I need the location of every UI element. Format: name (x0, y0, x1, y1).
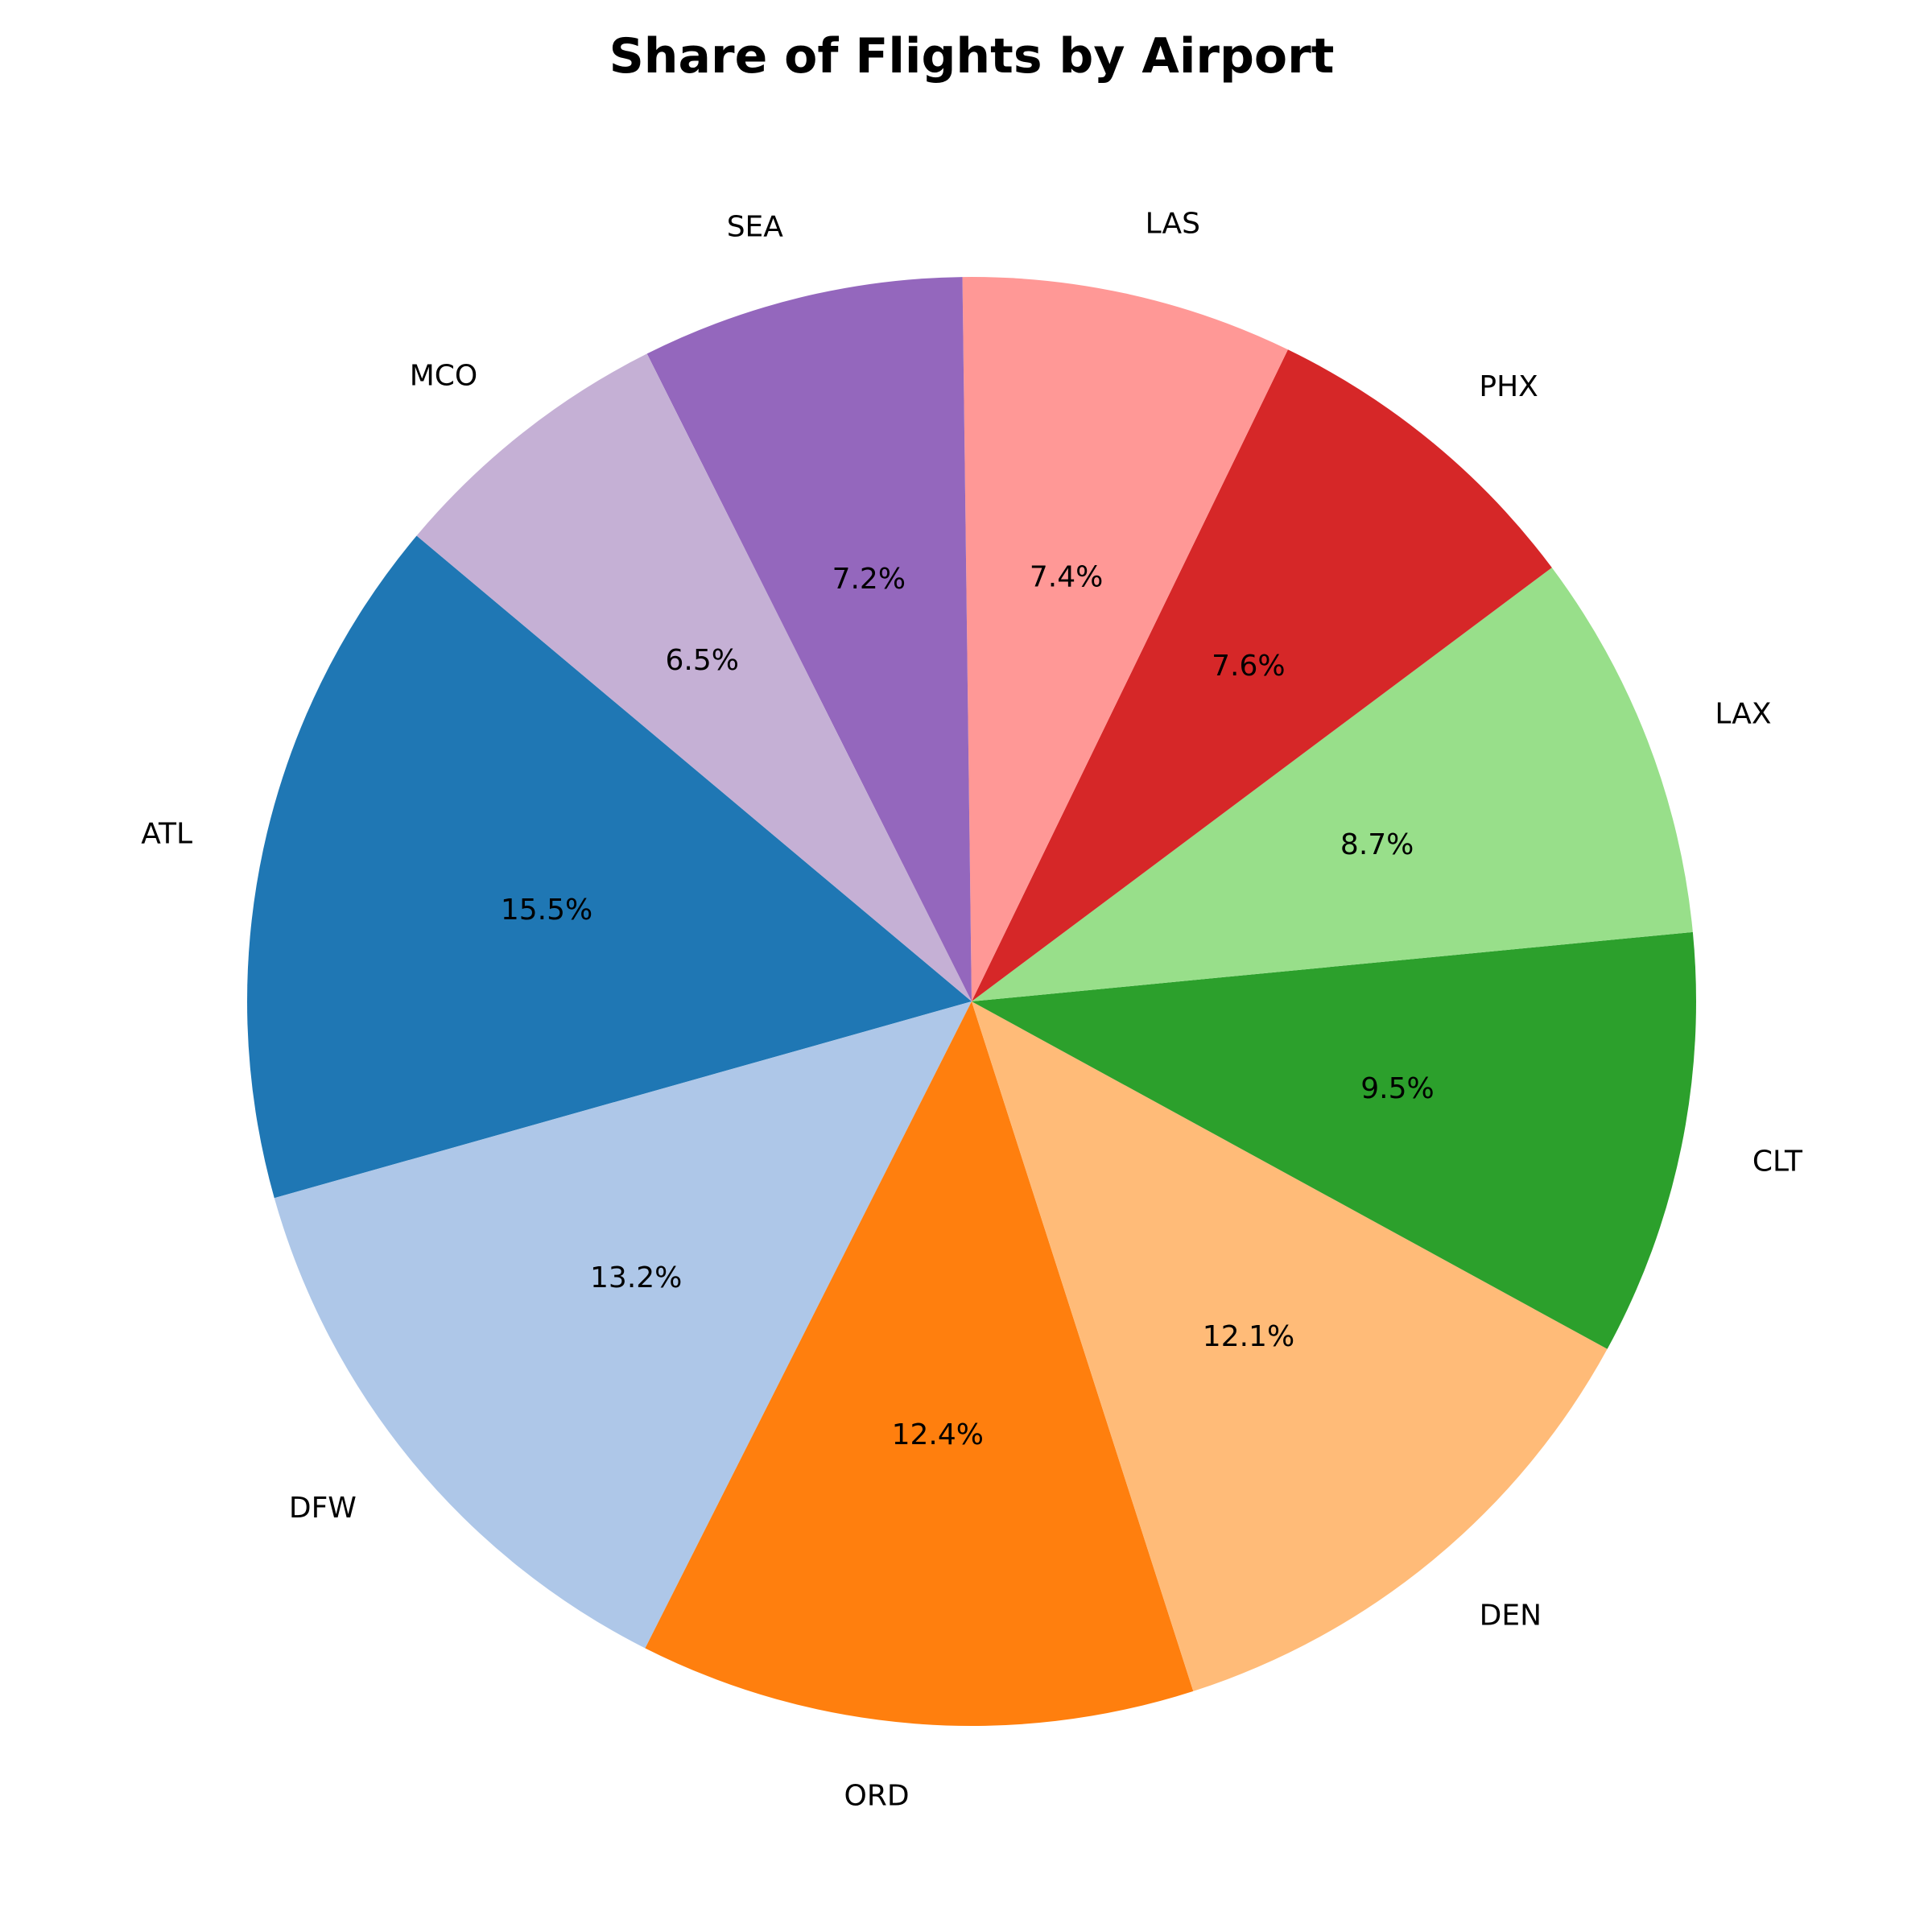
pct-label-den: 12.1% (1203, 1320, 1294, 1353)
pct-label-lax: 8.7% (1340, 828, 1414, 861)
pct-label-sea: 7.2% (832, 563, 906, 596)
pct-label-mco: 6.5% (665, 644, 738, 677)
pct-label-dfw: 13.2% (590, 1261, 682, 1294)
pct-label-phx: 7.6% (1212, 650, 1285, 683)
pct-label-atl: 15.5% (501, 894, 592, 927)
slice-label-atl: ATL (141, 818, 192, 851)
pie-slice-atl (247, 535, 972, 1199)
pie-slice-den (972, 1001, 1608, 1691)
slice-label-clt: CLT (1752, 1145, 1803, 1178)
pie-slice-phx (972, 349, 1552, 1001)
slice-label-mco: MCO (410, 360, 478, 393)
pie-slice-clt (972, 931, 1696, 1349)
slice-label-dfw: DFW (289, 1492, 357, 1525)
pie-slice-las (962, 276, 1288, 1001)
pct-label-las: 7.4% (1030, 560, 1103, 593)
chart-title: Share of Flights by Airport (609, 28, 1335, 85)
pie-labels: ATL 15.5% DFW 13.2% ORD 12.4% DEN 12.1% CLT 9.5% L… (141, 207, 1803, 1812)
pie-slices (247, 276, 1696, 1727)
slice-label-lax: LAX (1715, 697, 1771, 730)
pie-slice-sea (646, 277, 972, 1001)
pie-slice-dfw (274, 1001, 972, 1649)
slice-label-sea: SEA (727, 211, 784, 244)
pie-slice-lax (972, 568, 1693, 1001)
slice-label-las: LAS (1146, 207, 1200, 240)
pct-label-ord: 12.4% (892, 1418, 984, 1451)
slice-label-ord: ORD (844, 1779, 910, 1812)
slice-label-phx: PHX (1479, 370, 1538, 403)
pie-slice-mco (416, 353, 972, 1001)
slice-label-den: DEN (1480, 1600, 1542, 1633)
pct-label-clt: 9.5% (1360, 1072, 1434, 1105)
pie-slice-ord (645, 1001, 1194, 1727)
